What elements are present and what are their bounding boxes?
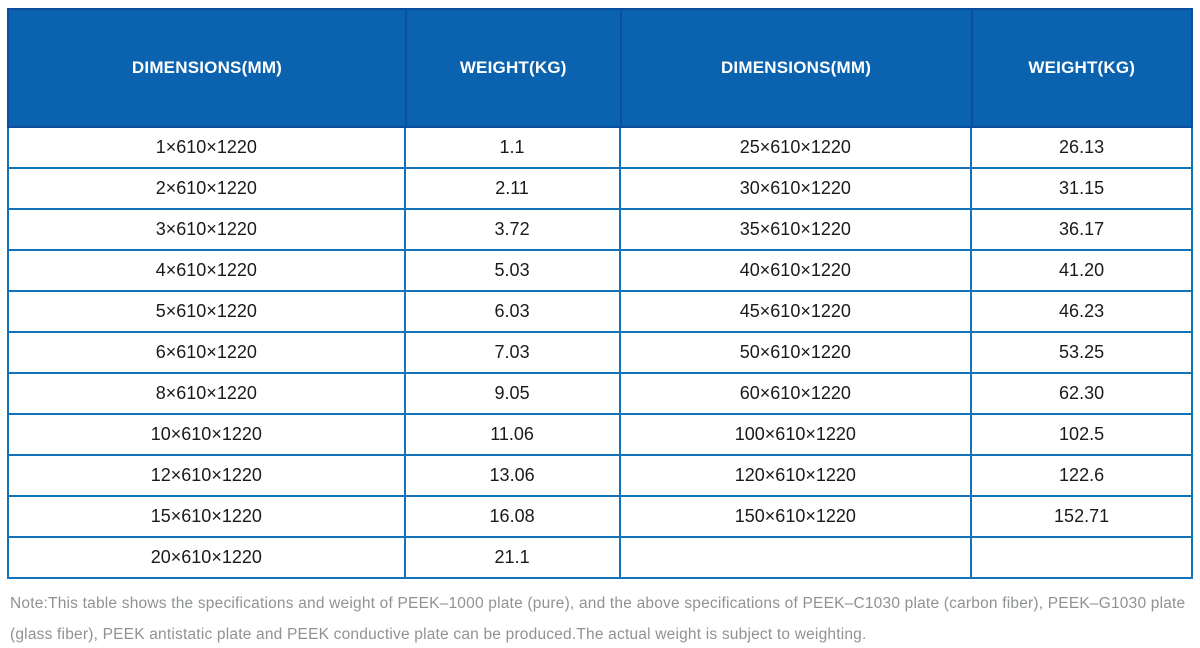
weight-cell: 11.06 (405, 415, 621, 456)
dimensions-cell: 40×610×1220 (620, 251, 973, 292)
weight-cell: 102.5 (972, 415, 1193, 456)
weight-cell: 9.05 (405, 374, 621, 415)
dimensions-cell: 45×610×1220 (620, 292, 973, 333)
weight-cell: 3.72 (405, 210, 621, 251)
weight-cell: 122.6 (972, 456, 1193, 497)
dimensions-cell: 150×610×1220 (620, 497, 973, 538)
dimensions-cell: 15×610×1220 (9, 497, 406, 538)
dimensions-cell: 5×610×1220 (9, 292, 406, 333)
weight-cell: 16.08 (405, 497, 621, 538)
weight-cell: 53.25 (972, 333, 1193, 374)
dimensions-cell: 8×610×1220 (9, 374, 406, 415)
dimensions-cell: 30×610×1220 (620, 169, 973, 210)
dimensions-cell: 6×610×1220 (9, 333, 406, 374)
dimensions-cell: 35×610×1220 (620, 210, 973, 251)
table-body: 1×610×1220 1.1 25×610×1220 26.13 2×610×1220 2… (7, 128, 1193, 579)
weight-cell: 41.20 (972, 251, 1193, 292)
weight-cell: 7.03 (405, 333, 621, 374)
weight-cell: 36.17 (972, 210, 1193, 251)
dimensions-cell: 10×610×1220 (9, 415, 406, 456)
weight-cell: 26.13 (972, 128, 1193, 169)
dimensions-cell: 2×610×1220 (9, 169, 406, 210)
dimensions-cell: 50×610×1220 (620, 333, 973, 374)
weight-cell: 5.03 (405, 251, 621, 292)
weight-cell: 152.71 (972, 497, 1193, 538)
column-header-weight-right: WEIGHT(KG) (970, 10, 1191, 126)
dimensions-cell: 100×610×1220 (620, 415, 973, 456)
dimensions-cell: 3×610×1220 (9, 210, 406, 251)
column-header-dimensions-right: DIMENSIONS(MM) (619, 10, 971, 126)
weight-cell: 2.11 (405, 169, 621, 210)
dimensions-cell: 4×610×1220 (9, 251, 406, 292)
table-header-row: DIMENSIONS(MM) WEIGHT(KG) DIMENSIONS(MM)… (7, 8, 1193, 128)
dimensions-cell: 1×610×1220 (9, 128, 406, 169)
weight-cell: 1.1 (405, 128, 621, 169)
dimensions-cell: 20×610×1220 (9, 538, 406, 579)
weight-cell: 46.23 (972, 292, 1193, 333)
dimensions-cell (620, 538, 973, 579)
weight-cell: 6.03 (405, 292, 621, 333)
spec-table: DIMENSIONS(MM) WEIGHT(KG) DIMENSIONS(MM)… (7, 8, 1193, 579)
weight-cell: 31.15 (972, 169, 1193, 210)
column-header-dimensions-left: DIMENSIONS(MM) (131, 58, 283, 77)
note-text: Note:This table shows the specifications… (10, 595, 1186, 643)
weight-cell: 13.06 (405, 456, 621, 497)
weight-cell: 21.1 (405, 538, 621, 579)
column-header-weight-left: WEIGHT(KG) (404, 10, 620, 126)
dimensions-cell: 120×610×1220 (620, 456, 973, 497)
weight-cell (972, 538, 1193, 579)
dimensions-cell: 60×610×1220 (620, 374, 973, 415)
dimensions-cell: 25×610×1220 (620, 128, 973, 169)
weight-cell: 62.30 (972, 374, 1193, 415)
dimensions-cell: 12×610×1220 (9, 456, 406, 497)
